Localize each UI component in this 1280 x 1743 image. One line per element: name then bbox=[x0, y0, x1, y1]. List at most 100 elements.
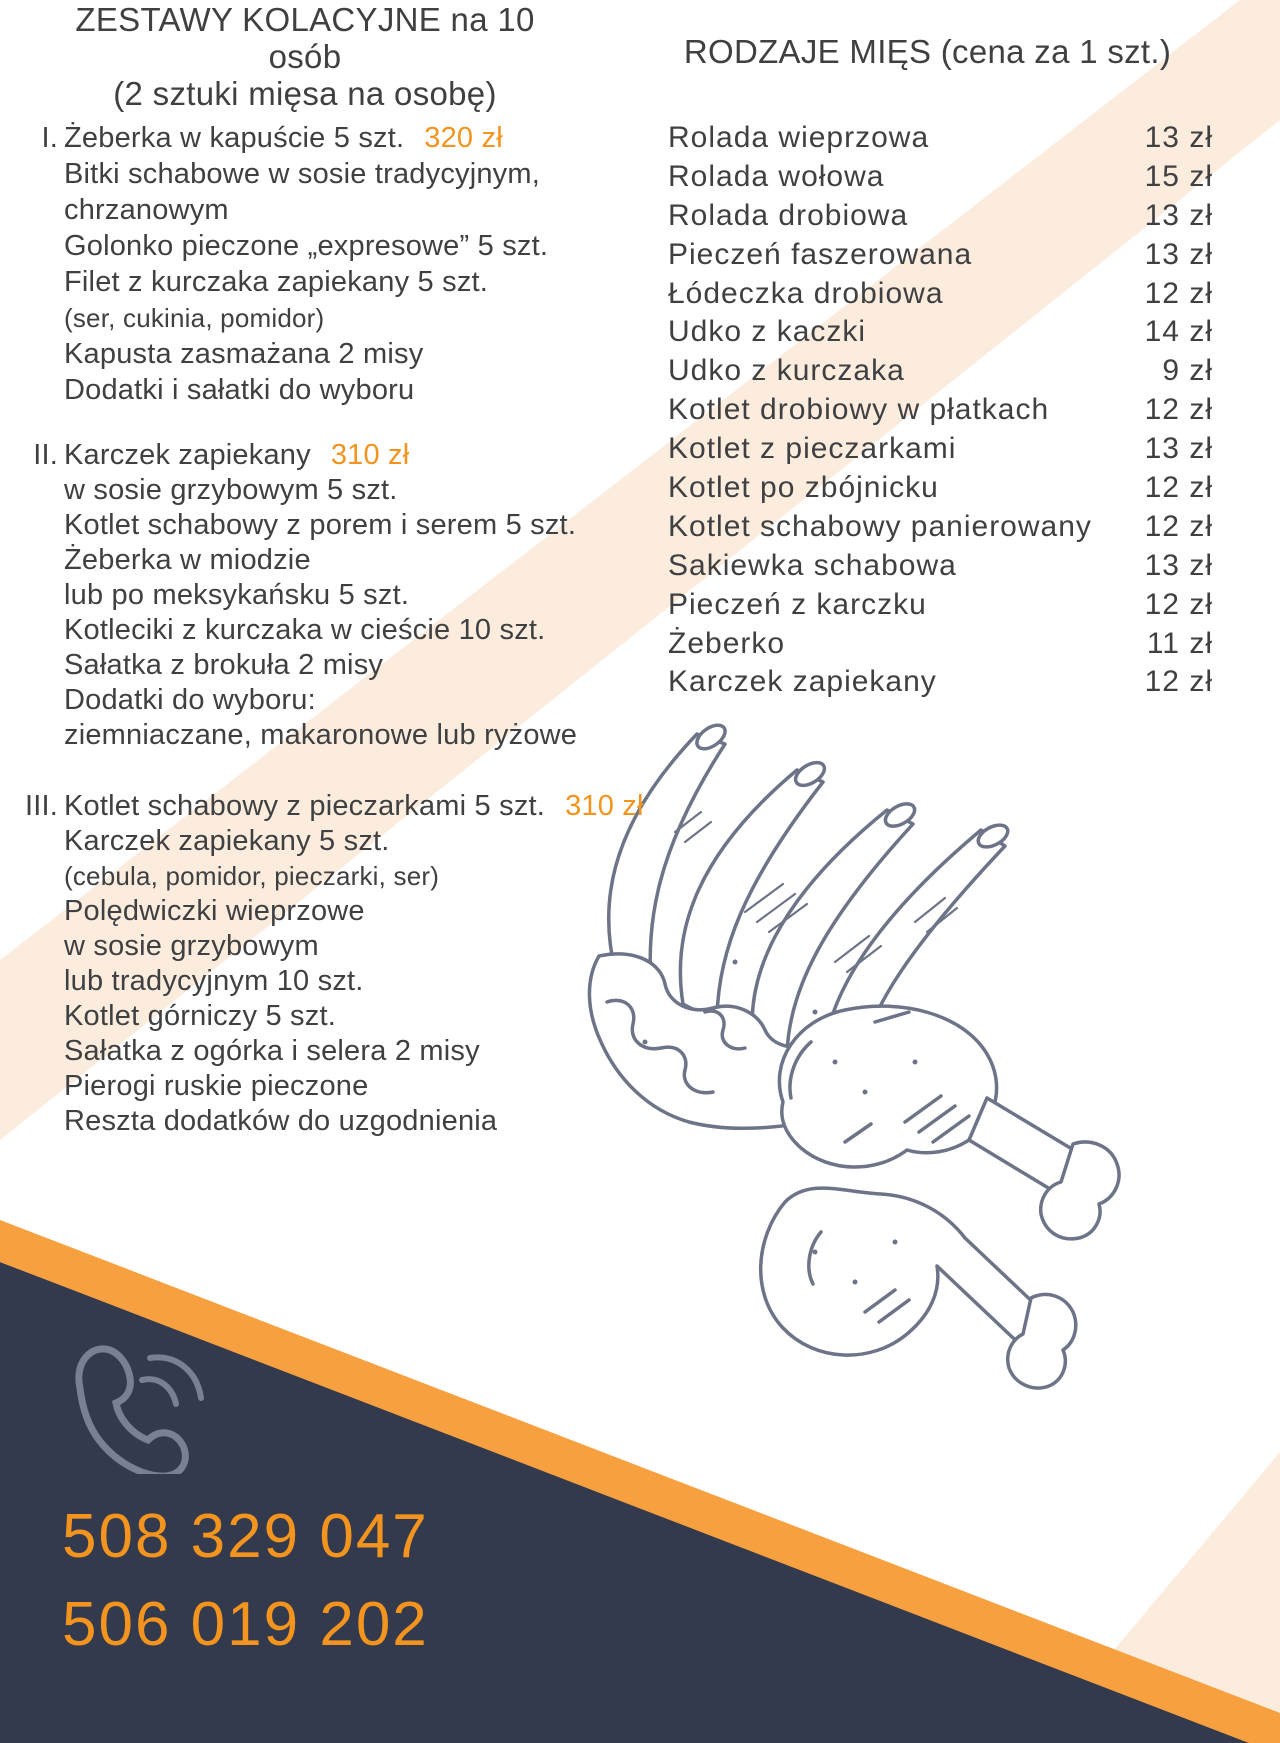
meat-price-row: Kotlet drobiowy w płatkach 12 zł bbox=[668, 393, 1213, 432]
meat-price-row: Pieczeń z karczku 12 zł bbox=[668, 588, 1213, 627]
meat-name: Udko z kurczaka bbox=[668, 354, 905, 388]
set-price: 310 zł bbox=[565, 790, 644, 822]
meat-price: 13 zł bbox=[1144, 548, 1213, 582]
drumsticks-speckles bbox=[812, 1059, 918, 1285]
meat-price: 13 zł bbox=[1144, 198, 1213, 232]
set-line: lub po meksykańsku 5 szt. bbox=[64, 579, 410, 611]
meat-name: Żeberko bbox=[668, 626, 786, 660]
set-line: Kapusta zasmażana 2 misy bbox=[64, 338, 424, 370]
meat-price-row: Łódeczka drobiowa 12 zł bbox=[668, 277, 1213, 316]
meat-name: Kotlet schabowy panierowany bbox=[668, 509, 1092, 543]
set-price: 320 zł bbox=[424, 122, 503, 154]
meat-price: 12 zł bbox=[1144, 471, 1213, 505]
meat-name: Pieczeń faszerowana bbox=[668, 237, 973, 271]
meat-types-title: RODZAJE MIĘS (cena za 1 szt.) bbox=[683, 33, 1172, 70]
set-title: Żeberka w kapuście 5 szt. bbox=[64, 122, 405, 154]
meat-name: Kotlet z pieczarkami bbox=[668, 432, 957, 466]
set-line: Sałatka z brokuła 2 misy bbox=[64, 649, 384, 681]
meat-price-row: Kotlet z pieczarkami 13 zł bbox=[668, 432, 1213, 471]
meat-name: Udko z kaczki bbox=[668, 315, 867, 349]
meat-price: 12 zł bbox=[1144, 665, 1213, 699]
set-line: w sosie grzybowym 5 szt. bbox=[64, 474, 398, 506]
set-line: Filet z kurczaka zapiekany 5 szt. bbox=[64, 266, 489, 298]
set-line: w sosie grzybowym bbox=[64, 930, 319, 962]
dinner-sets-title-line1: ZESTAWY KOLACYJNE na 10 osób bbox=[75, 1, 535, 75]
menu-set-3-lines: Karczek zapiekany 5 szt. (cebula, pomidor… bbox=[64, 824, 644, 1139]
meat-price-row: Kotlet schabowy panierowany 12 zł bbox=[668, 510, 1213, 549]
set-line: Żeberka w miodzie bbox=[64, 544, 311, 576]
meat-name: Rolada drobiowa bbox=[668, 198, 909, 232]
set-numeral: II. bbox=[33, 439, 58, 471]
menu-set-1-heading: I. Żeberka w kapuście 5 szt. 320 zł bbox=[0, 120, 548, 156]
set-line: Golonko pieczone „expresowe” 5 szt. bbox=[64, 230, 549, 262]
set-line: Kotleciki z kurczaka w cieście 10 szt. bbox=[64, 614, 546, 646]
set-line: Kotlet schabowy z porem i serem 5 szt. bbox=[64, 509, 577, 541]
meat-name: Kotlet po zbójnicku bbox=[668, 471, 939, 505]
drumstick-lower bbox=[758, 1186, 1078, 1390]
orange-diagonal-stripe bbox=[0, 1220, 1280, 1743]
meat-price: 12 zł bbox=[1144, 393, 1213, 427]
meat-name: Pieczeń z karczku bbox=[668, 587, 927, 621]
set-line: Karczek zapiekany 5 szt. bbox=[64, 825, 390, 857]
set-line: Reszta dodatków do uzgodnienia bbox=[64, 1105, 498, 1137]
meat-name: Rolada wołowa bbox=[668, 159, 885, 193]
set-line: ziemniaczane, makaronowe lub ryżowe bbox=[64, 719, 578, 751]
meat-price: 12 zł bbox=[1144, 276, 1213, 310]
drumstick-upper bbox=[777, 1004, 1121, 1241]
drumsticks-illustration bbox=[758, 1004, 1121, 1390]
meat-price: 13 zł bbox=[1144, 432, 1213, 466]
set-line: Pierogi ruskie pieczone bbox=[64, 1070, 369, 1102]
ribs-texture-squiggle bbox=[605, 998, 715, 1095]
meat-price: 12 zł bbox=[1144, 587, 1213, 621]
set-line: Kotlet górniczy 5 szt. bbox=[64, 1000, 336, 1032]
set-line: (cebula, pomidor, pieczarki, ser) bbox=[64, 861, 440, 891]
dinner-sets-title-line2: (2 sztuki mięsa na osobę) bbox=[113, 75, 497, 112]
meat-price-row: Karczek zapiekany 12 zł bbox=[668, 665, 1213, 704]
menu-set-1: I. Żeberka w kapuście 5 szt. 320 zł Bitk… bbox=[0, 120, 548, 408]
meat-name: Sakiewka schabowa bbox=[668, 548, 957, 582]
peach-band-top-right bbox=[0, 0, 1280, 1140]
meat-price-row: Kotlet po zbójnicku 12 zł bbox=[668, 471, 1213, 510]
meat-price: 9 zł bbox=[1162, 354, 1213, 388]
meat-name: Rolada wieprzowa bbox=[668, 121, 930, 154]
meat-price-list: Rolada wieprzowa 13 zł Rolada wołowa 15 … bbox=[668, 121, 1213, 704]
set-line: Dodatki i sałatki do wyboru bbox=[64, 374, 415, 406]
menu-set-3-heading: III. Kotlet schabowy z pieczarkami 5 szt… bbox=[0, 789, 644, 824]
set-numeral: I. bbox=[41, 122, 58, 154]
set-line: Dodatki do wyboru: bbox=[64, 684, 316, 716]
menu-set-2-lines: w sosie grzybowym 5 szt. Kotlet schabowy … bbox=[64, 473, 577, 753]
meat-price: 13 zł bbox=[1144, 237, 1213, 271]
set-title: Karczek zapiekany bbox=[64, 439, 311, 471]
phone-wave-inner bbox=[139, 1376, 179, 1407]
set-numeral: III. bbox=[24, 790, 58, 822]
meat-price-row: Rolada drobiowa 13 zł bbox=[668, 199, 1213, 238]
set-line: chrzanowym bbox=[64, 194, 229, 226]
phone-handset-icon bbox=[75, 1345, 204, 1474]
meat-price-row: Udko z kaczki 14 zł bbox=[668, 315, 1213, 354]
set-line: (ser, cukinia, pomidor) bbox=[64, 303, 325, 333]
phone-wave-outer bbox=[147, 1354, 204, 1401]
meat-price-row: Rolada wołowa 15 zł bbox=[668, 160, 1213, 199]
menu-set-1-lines: Bitki schabowe w sosie tradycyjnym, chrza… bbox=[64, 156, 548, 408]
set-title: Kotlet schabowy z pieczarkami 5 szt. bbox=[64, 790, 546, 822]
set-line: Sałatka z ogórka i selera 2 misy bbox=[64, 1035, 480, 1067]
meat-price-row: Pieczeń faszerowana 13 zł bbox=[668, 238, 1213, 277]
phone-number-2: 506 019 202 bbox=[62, 1590, 429, 1659]
set-price: 310 zł bbox=[330, 439, 410, 471]
meat-name: Łódeczka drobiowa bbox=[668, 276, 944, 310]
meat-price-row: Żeberko 11 zł bbox=[668, 627, 1213, 666]
set-line: Bitki schabowe w sosie tradycyjnym, bbox=[64, 158, 540, 190]
dinner-sets-title: ZESTAWY KOLACYJNE na 10 osób (2 sztuki m… bbox=[40, 1, 570, 112]
meat-price: 12 zł bbox=[1144, 509, 1213, 543]
meat-price: 13 zł bbox=[1144, 121, 1213, 154]
meat-price: 15 zł bbox=[1144, 159, 1213, 193]
phone-number-1: 508 329 047 bbox=[62, 1502, 429, 1571]
meat-price: 11 zł bbox=[1146, 626, 1213, 660]
meat-price: 14 zł bbox=[1144, 315, 1213, 349]
meat-price-row: Rolada wieprzowa 13 zł bbox=[668, 121, 1213, 160]
phone-handset-outline bbox=[75, 1345, 189, 1474]
menu-set-3: III. Kotlet schabowy z pieczarkami 5 szt… bbox=[0, 789, 644, 1139]
set-line: Polędwiczki wieprzowe bbox=[64, 895, 365, 927]
